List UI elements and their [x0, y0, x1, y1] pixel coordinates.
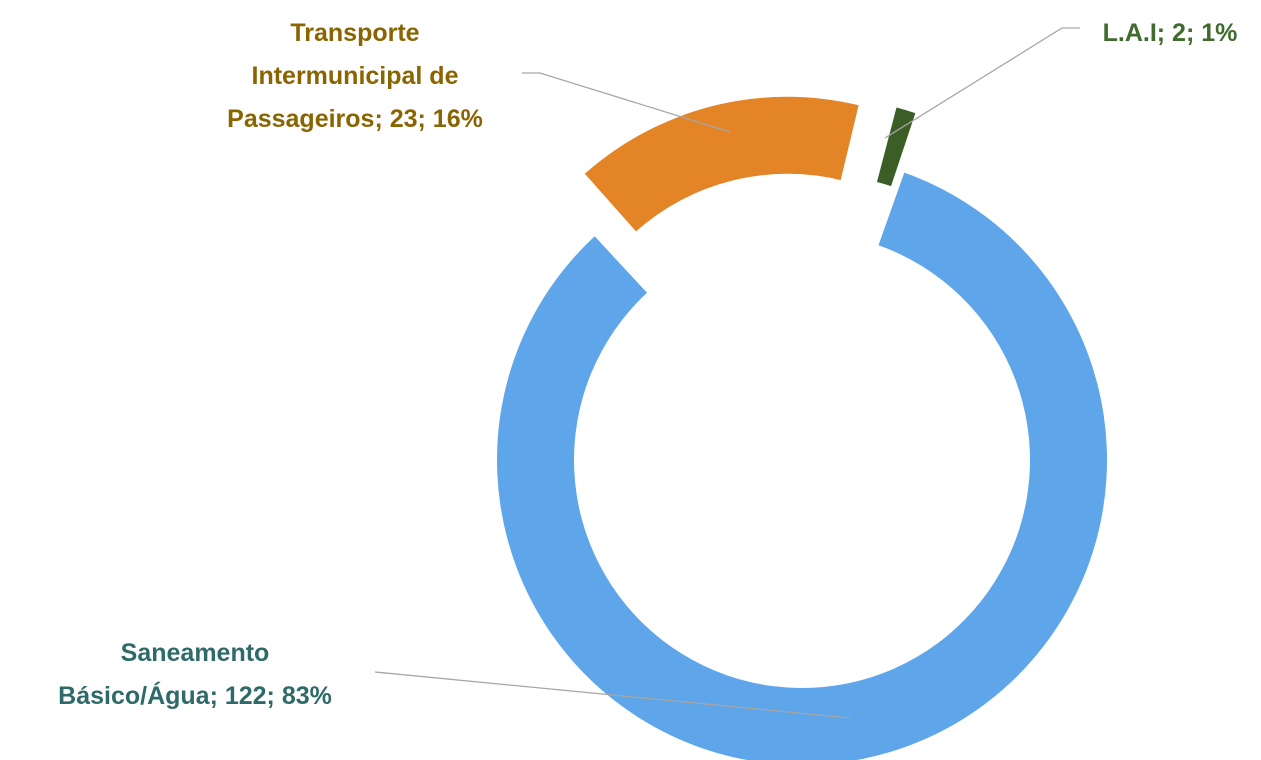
data-label: Transporte Intermunicipal de Passageiros…	[227, 19, 483, 133]
donut-slice	[584, 96, 859, 232]
donut-slice	[497, 172, 1107, 760]
donut-slice	[876, 107, 916, 187]
data-label: L.A.I; 2; 1%	[1102, 19, 1238, 47]
leader-line	[884, 27, 1080, 139]
leader-line	[374, 671, 851, 719]
data-label: Saneamento Básico/Água; 122; 83%	[58, 639, 332, 710]
leader-line	[522, 72, 731, 133]
